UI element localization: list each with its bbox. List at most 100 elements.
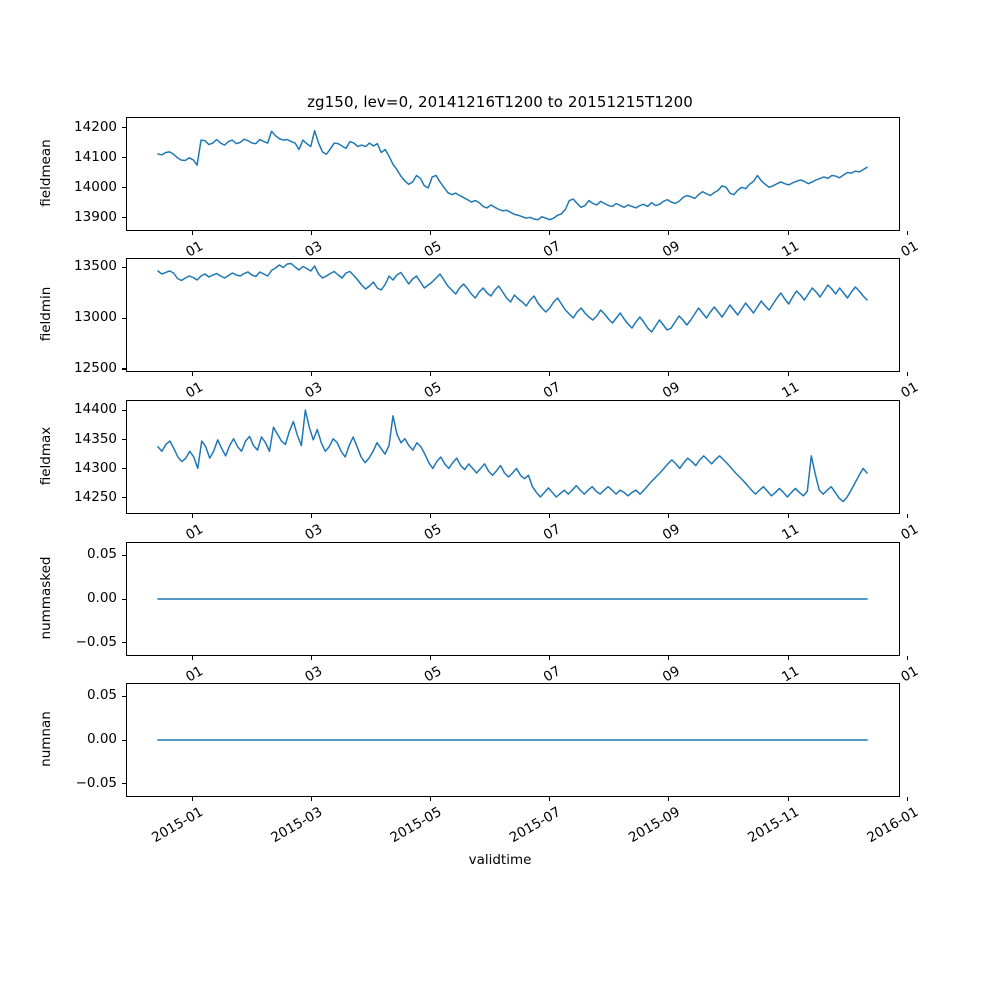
x-tick-label: 01: [898, 663, 922, 683]
y-tick-label: 13500: [74, 258, 117, 275]
x-tick-mark: [429, 231, 431, 235]
x-tick-mark: [549, 514, 551, 518]
x-tick-mark: [906, 656, 908, 660]
x-tick-label: 01: [183, 521, 206, 542]
y-axis-label-fieldmean: fieldmean: [38, 139, 54, 207]
x-tick-mark: [549, 797, 551, 801]
y-tick-mark: [122, 439, 126, 441]
y-tick-mark: [122, 368, 126, 370]
x-axis-label: validtime: [468, 852, 532, 868]
x-tick-mark: [549, 656, 551, 660]
x-tick-mark: [668, 514, 670, 518]
y-axis-label-numnan: numnan: [38, 711, 54, 767]
x-tick-label: 01: [898, 521, 922, 542]
nummasked-line: [157, 598, 868, 600]
x-tick-mark: [549, 372, 551, 376]
fieldmean-line: [157, 129, 868, 221]
y-tick-mark: [122, 783, 126, 785]
x-tick-mark: [310, 656, 312, 660]
x-tick-mark: [191, 372, 193, 376]
y-tick-label: −0.05: [75, 633, 117, 650]
y-tick-label: 14350: [74, 430, 117, 447]
x-tick-mark: [310, 372, 312, 376]
y-axis-label-nummasked: nummasked: [38, 556, 54, 640]
x-tick-label: 11: [779, 663, 802, 683]
x-tick-label-row: 01 03 05 07 09 11 01: [0, 377, 1000, 400]
x-tick-label: 11: [779, 238, 802, 258]
x-tick-mark: [787, 372, 789, 376]
x-tick-label: 05: [421, 238, 445, 258]
x-tick-label: 05: [421, 521, 445, 542]
x-tick-mark: [787, 231, 789, 235]
x-tick-mark: [787, 656, 789, 660]
y-tick-mark: [122, 187, 126, 189]
numnan-line: [157, 739, 868, 741]
panel-nummasked: [126, 542, 900, 656]
panel-fieldmin: [126, 258, 900, 372]
x-tick-mark: [429, 797, 431, 801]
x-tick-label-row: 01 03 05 07 09 11 01: [0, 236, 1000, 258]
y-tick-label: −0.05: [75, 774, 117, 791]
x-tick-mark: [668, 656, 670, 660]
y-tick-label: 0.00: [86, 731, 117, 747]
y-tick-mark: [122, 739, 126, 741]
y-tick-label: 0.00: [86, 590, 117, 606]
x-tick-mark: [668, 372, 670, 376]
y-tick-label: 13900: [74, 208, 117, 225]
y-tick-mark: [122, 642, 126, 644]
y-tick-label: 0.05: [86, 687, 117, 704]
figure-title: zg150, lev=0, 20141216T1200 to 20151215T…: [307, 93, 693, 111]
panel-fieldmean: [126, 117, 900, 231]
x-tick-label: 05: [421, 663, 445, 683]
y-tick-mark: [122, 409, 126, 412]
x-tick-mark: [668, 231, 670, 235]
x-tick-mark: [787, 514, 789, 518]
x-tick-label: 01: [183, 238, 206, 258]
x-tick-label: 01: [898, 379, 922, 400]
y-tick-mark: [122, 266, 126, 268]
panel-numnan: [126, 683, 900, 797]
x-tick-mark: [310, 514, 312, 518]
x-tick-mark: [191, 514, 193, 518]
x-tick-mark: [429, 514, 431, 518]
y-tick-label: 14000: [74, 178, 117, 195]
y-tick-mark: [122, 497, 126, 499]
x-tick-mark: [191, 797, 193, 801]
y-tick-mark: [122, 598, 126, 600]
x-tick-label-row: 01 03 05 07 09 11 01: [0, 661, 1000, 683]
x-tick-mark: [549, 231, 551, 235]
x-tick-mark: [429, 372, 431, 376]
x-tick-mark: [906, 514, 908, 518]
y-tick-label: 14200: [74, 118, 117, 135]
y-axis-label-fieldmin: fieldmin: [38, 286, 54, 342]
y-axis-label-fieldmax: fieldmax: [38, 426, 54, 486]
fieldmax-line: [157, 409, 868, 503]
y-tick-mark: [122, 695, 126, 697]
x-tick-mark: [668, 797, 670, 801]
y-tick-mark: [122, 317, 126, 319]
y-tick-label: 14100: [74, 148, 117, 165]
x-tick-mark: [191, 231, 193, 235]
y-tick-label: 14250: [74, 488, 117, 505]
x-tick-mark: [310, 797, 312, 801]
y-tick-mark: [122, 157, 126, 159]
x-tick-mark: [191, 656, 193, 660]
x-tick-mark: [310, 231, 312, 235]
x-tick-label: 11: [779, 521, 802, 542]
x-tick-label: 11: [779, 379, 802, 400]
x-tick-mark: [906, 372, 908, 376]
x-tick-label: 01: [898, 238, 922, 258]
y-tick-label: 14400: [74, 401, 117, 418]
x-tick-label: 01: [183, 663, 206, 683]
y-tick-mark: [122, 468, 126, 470]
y-tick-label: 12500: [74, 359, 117, 376]
x-tick-mark: [906, 231, 908, 235]
x-tick-mark: [429, 656, 431, 660]
y-tick-label: 0.05: [86, 546, 117, 563]
x-tick-mark: [906, 797, 908, 801]
y-tick-mark: [122, 127, 126, 129]
y-tick-label: 13000: [74, 309, 117, 326]
x-tick-label: 05: [421, 379, 445, 400]
x-tick-mark: [787, 797, 789, 801]
